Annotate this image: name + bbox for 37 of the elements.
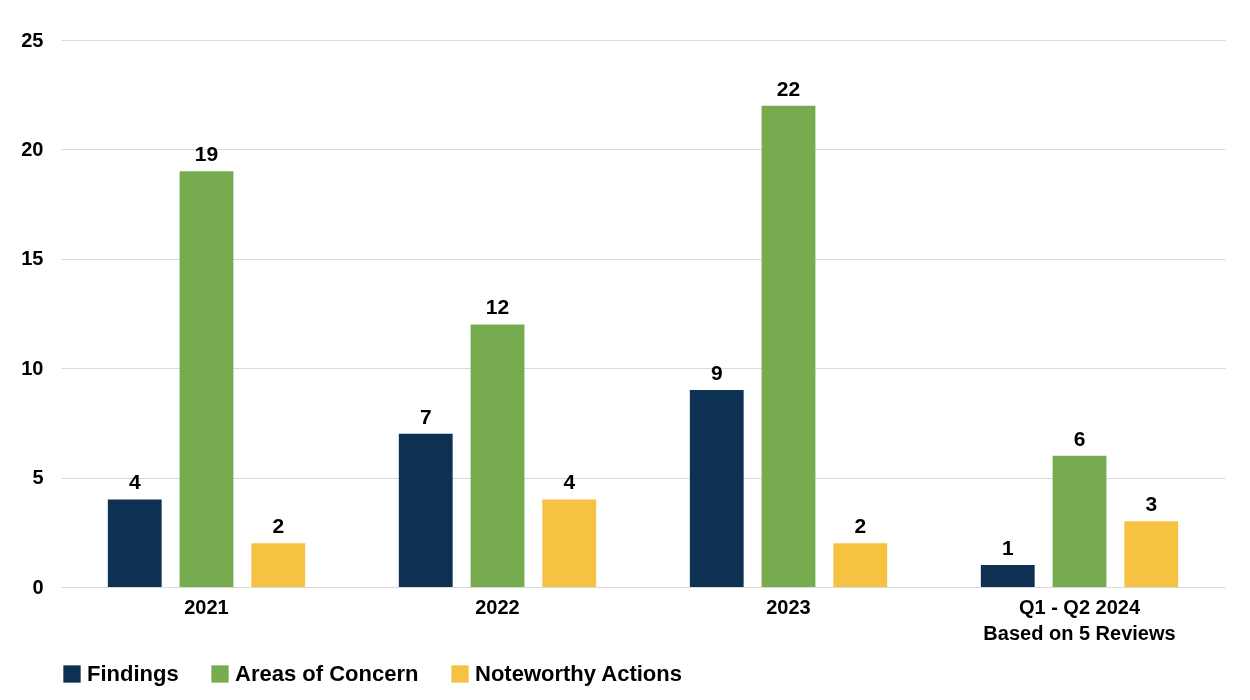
bar [833, 543, 888, 587]
x-tick-label: Q1 - Q2 2024 Based on 5 Reviews [983, 595, 1176, 644]
x-tick-label: 2021 [184, 595, 229, 618]
bar [107, 499, 162, 587]
bar [761, 105, 816, 587]
y-tick-label: 10 [21, 356, 44, 379]
bar [980, 565, 1035, 587]
data-label: 2 [272, 514, 285, 538]
bar [398, 433, 453, 587]
data-label: 4 [563, 470, 576, 494]
data-label: 19 [194, 142, 219, 166]
x-tick-label: 2023 [766, 595, 811, 618]
legend-label: Noteworthy Actions [475, 661, 682, 686]
bar [251, 543, 306, 587]
bar [1124, 521, 1179, 587]
data-label: 7 [419, 404, 432, 428]
data-label: 6 [1073, 426, 1086, 450]
y-tick-label: 25 [21, 28, 44, 51]
data-label: 22 [776, 76, 801, 100]
bar [470, 324, 525, 587]
data-label: 1 [1001, 536, 1014, 560]
y-tick-label: 20 [21, 137, 44, 160]
y-tick-label: 15 [21, 247, 44, 270]
y-tick-label: 5 [32, 466, 44, 489]
data-label: 9 [710, 361, 723, 385]
bar [179, 171, 234, 587]
legend-label: Findings [87, 661, 179, 686]
data-label: 2 [854, 514, 867, 538]
data-label: 12 [485, 295, 510, 319]
x-tick-label: 2022 [475, 595, 520, 618]
y-tick-label: 0 [32, 575, 44, 598]
bar [1052, 455, 1107, 587]
data-label: 3 [1145, 492, 1158, 516]
data-label: 4 [128, 470, 141, 494]
bar [542, 499, 597, 587]
bar [689, 390, 744, 587]
legend-label: Areas of Concern [235, 661, 419, 686]
